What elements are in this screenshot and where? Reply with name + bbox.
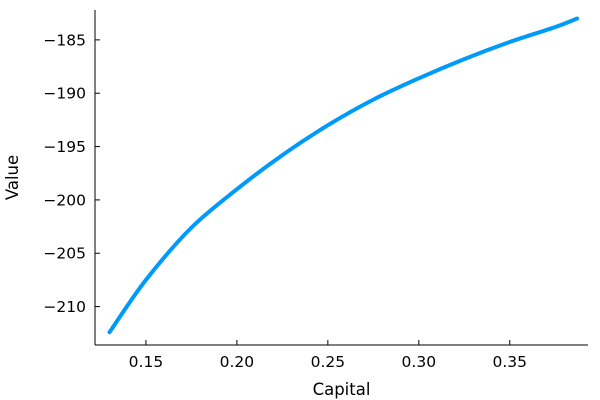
y-tick-label: −190 bbox=[43, 85, 86, 103]
x-axis-title: Capital bbox=[313, 380, 371, 399]
x-tick-label: 0.25 bbox=[311, 353, 346, 371]
y-tick-label: −205 bbox=[43, 245, 86, 263]
x-tick-label: 0.20 bbox=[220, 353, 255, 371]
axes bbox=[94, 10, 588, 346]
y-tick-label: −195 bbox=[43, 138, 86, 156]
x-tick-label: 0.30 bbox=[402, 353, 437, 371]
x-tick-label: 0.15 bbox=[129, 353, 164, 371]
series-group bbox=[107, 16, 580, 335]
y-tick-label: −200 bbox=[43, 191, 86, 209]
series-line bbox=[107, 16, 580, 335]
x-tick-label: 0.35 bbox=[493, 353, 528, 371]
y-tick-label: −210 bbox=[43, 298, 86, 316]
tick-group: 0.15 0.20 0.25 0.30 0.35 −210 −205 −200 −195 −190… bbox=[43, 31, 527, 371]
y-axis-title: Value bbox=[3, 155, 22, 200]
y-tick-label: −185 bbox=[43, 31, 86, 49]
